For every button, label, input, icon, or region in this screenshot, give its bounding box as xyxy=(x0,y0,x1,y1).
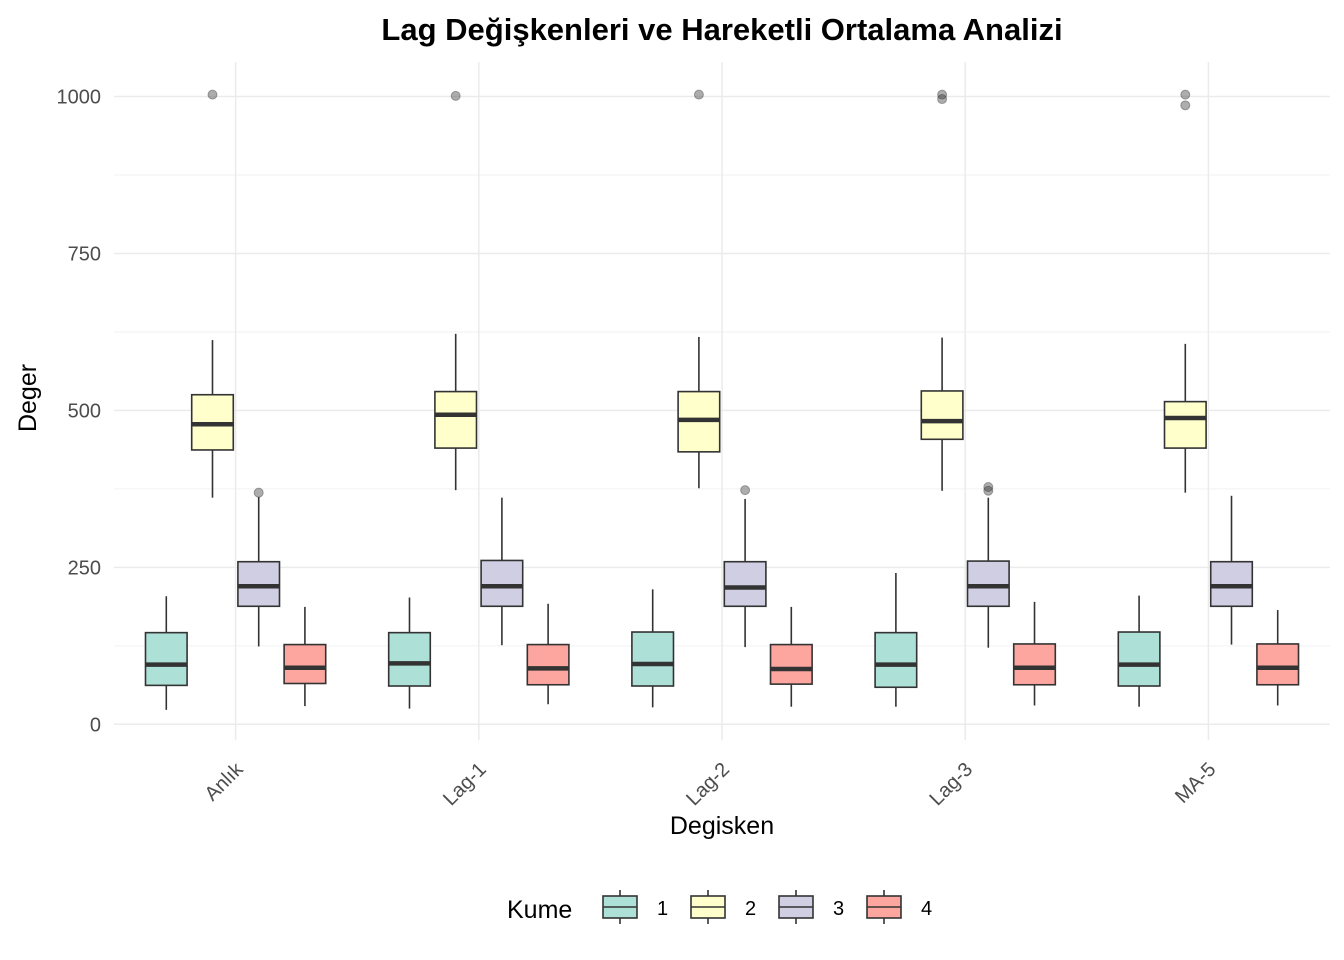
legend-key-4: 4 xyxy=(866,890,932,924)
box-kume-1-Lag-2 xyxy=(631,589,675,708)
box-kume-4-Lag-3 xyxy=(1012,601,1057,706)
box-kume-1-Anlık xyxy=(144,596,188,710)
box-kume-1-Lag-3 xyxy=(874,573,918,707)
outlier-point xyxy=(1180,89,1191,100)
box-kume-1-Lag-1 xyxy=(387,597,432,709)
outlier-point xyxy=(693,89,704,100)
legend: Kume 1 2 3 4 xyxy=(507,890,932,924)
x-tick-label: Lag-1 xyxy=(439,758,491,810)
y-tick-label: 750 xyxy=(68,243,101,265)
box-kume-1-MA-5 xyxy=(1117,595,1161,707)
outlier-point xyxy=(207,89,218,100)
outlier-point xyxy=(983,482,994,493)
box-kume-4-Anlık xyxy=(283,606,327,707)
box-iqr xyxy=(769,643,813,685)
box-iqr xyxy=(920,390,964,441)
box-iqr xyxy=(723,560,767,608)
box-iqr xyxy=(387,631,432,687)
box-kume-2-Anlık xyxy=(190,89,235,498)
box-iqr xyxy=(1256,643,1300,686)
y-axis-title: Deger xyxy=(14,364,42,432)
legend-key-2: 2 xyxy=(690,890,756,924)
outlier-point xyxy=(450,90,461,101)
box-iqr xyxy=(1012,643,1057,686)
legend-label: 2 xyxy=(745,898,756,920)
box-kume-4-Lag-2 xyxy=(769,606,813,707)
box-iqr xyxy=(480,559,524,608)
outlier-point xyxy=(937,94,948,105)
box-kume-3-Anlık xyxy=(237,487,281,647)
box-iqr xyxy=(631,631,675,687)
legend-label: 1 xyxy=(657,898,668,920)
box-iqr xyxy=(1117,631,1161,687)
box-kume-3-MA-5 xyxy=(1209,495,1254,645)
box-kume-2-MA-5 xyxy=(1163,89,1207,493)
outlier-point xyxy=(253,487,264,498)
y-tick-label: 250 xyxy=(68,557,101,579)
x-tick-label: Anlık xyxy=(201,758,249,806)
grid xyxy=(114,62,1330,740)
box-iqr xyxy=(1163,400,1207,449)
y-tick-label: 1000 xyxy=(57,87,102,109)
outlier-point xyxy=(937,89,948,100)
outlier-point xyxy=(1180,100,1191,111)
box-kume-2-Lag-3 xyxy=(920,89,964,491)
x-tick-label: Lag-2 xyxy=(682,758,734,810)
x-axis-title: Degisken xyxy=(670,812,774,840)
box-iqr xyxy=(144,631,188,687)
box-kume-2-Lag-2 xyxy=(677,89,721,489)
outlier-point xyxy=(983,485,994,496)
box-iqr xyxy=(966,560,1010,608)
box-kume-3-Lag-1 xyxy=(480,497,524,646)
box-kume-2-Lag-1 xyxy=(434,90,478,491)
y-tick-label: 0 xyxy=(90,714,101,736)
box-kume-3-Lag-3 xyxy=(966,482,1010,648)
boxes xyxy=(144,89,1300,710)
box-kume-3-Lag-2 xyxy=(723,485,767,648)
chart-title: Lag Değişkenleri ve Hareketli Ortalama A… xyxy=(381,12,1062,47)
box-iqr xyxy=(874,631,918,689)
y-tick-label: 500 xyxy=(68,400,101,422)
x-tick-label: MA-5 xyxy=(1171,758,1220,807)
legend-label: 3 xyxy=(833,898,844,920)
legend-title: Kume xyxy=(507,896,572,924)
outlier-point xyxy=(740,485,751,496)
box-iqr xyxy=(283,643,327,685)
x-tick-label: Lag-3 xyxy=(925,758,977,810)
box-kume-4-MA-5 xyxy=(1256,610,1300,706)
legend-key-1: 1 xyxy=(602,890,668,924)
box-iqr xyxy=(526,643,570,686)
legend-key-3: 3 xyxy=(778,890,844,924)
box-iqr xyxy=(434,390,478,449)
box-kume-4-Lag-1 xyxy=(526,603,570,705)
legend-label: 4 xyxy=(921,898,932,920)
